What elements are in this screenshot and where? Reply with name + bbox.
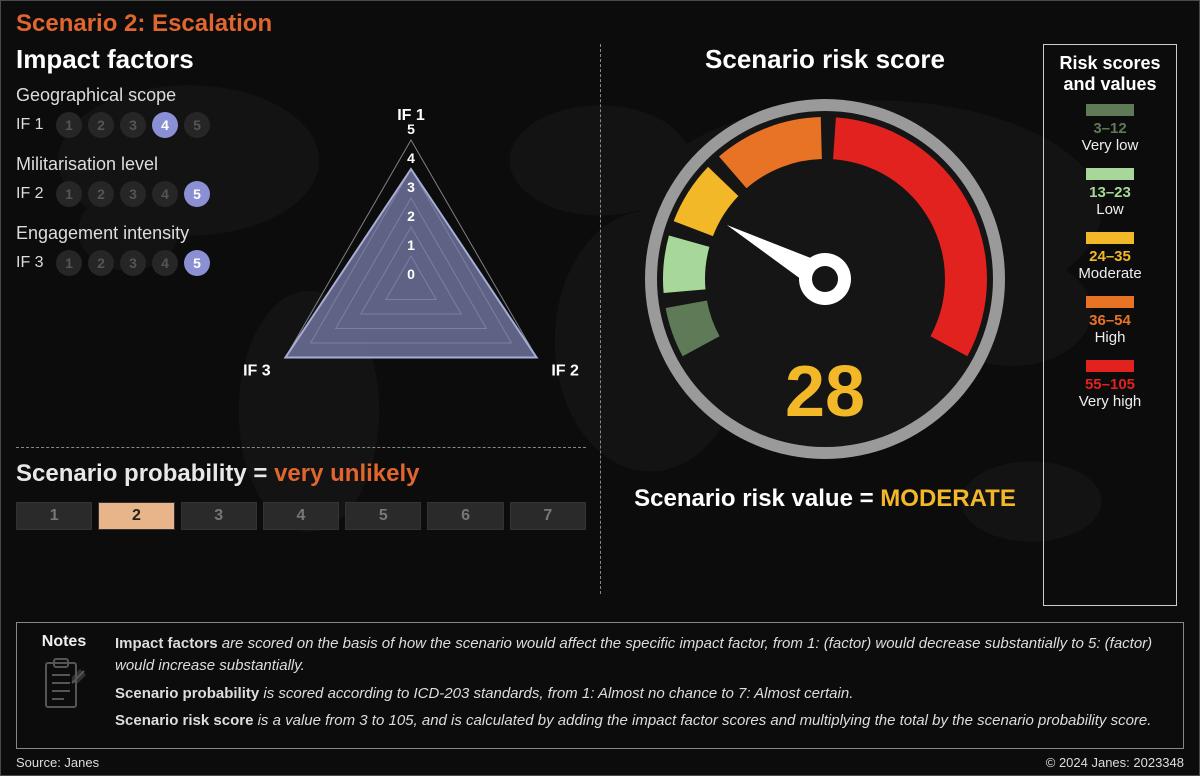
probability-cell: 6 [427, 502, 503, 530]
notes-line: Impact factors are scored on the basis o… [115, 633, 1169, 677]
svg-text:IF 3: IF 3 [243, 363, 271, 380]
impact-factor-name: Engagement intensity [16, 223, 236, 244]
legend-item: 55–105 Very high [1050, 360, 1170, 410]
copyright-text: © 2024 Janes: 2023348 [1046, 755, 1184, 770]
impact-pip: 4 [152, 181, 178, 207]
impact-factor-name: Militarisation level [16, 154, 236, 175]
probability-cell: 1 [16, 502, 92, 530]
impact-pip: 5 [184, 181, 210, 207]
impact-factor-name: Geographical scope [16, 85, 236, 106]
source-text: Source: Janes [16, 755, 99, 770]
impact-heading: Impact factors [16, 44, 586, 75]
impact-pip: 2 [88, 181, 114, 207]
impact-factor-code: IF 2 [16, 185, 50, 203]
impact-pip: 5 [184, 112, 210, 138]
impact-pip: 3 [120, 112, 146, 138]
svg-text:3: 3 [407, 179, 415, 195]
legend-title: Risk scores and values [1050, 53, 1170, 94]
impact-pip: 3 [120, 250, 146, 276]
impact-factor-code: IF 3 [16, 254, 50, 272]
notes-line: Scenario risk score is a value from 3 to… [115, 710, 1169, 732]
impact-pip: 4 [152, 112, 178, 138]
gauge-score: 28 [625, 351, 1025, 433]
risk-legend: Risk scores and values 3–12 Very low 13–… [1043, 44, 1177, 606]
impact-panel: Impact factors Geographical scopeIF 1123… [16, 44, 586, 610]
svg-text:2: 2 [407, 208, 415, 224]
probability-cell: 7 [510, 502, 586, 530]
notes-panel: Notes Impact factors are scored on the b… [16, 622, 1184, 749]
impact-pip: 3 [120, 181, 146, 207]
notes-heading: Notes [42, 633, 86, 651]
svg-text:4: 4 [407, 150, 415, 166]
probability-cell: 4 [263, 502, 339, 530]
probability-scale: 1234567 [16, 502, 586, 530]
impact-pip: 2 [88, 112, 114, 138]
impact-pip: 1 [56, 250, 82, 276]
risk-value-text: Scenario risk value = MODERATE [615, 485, 1035, 513]
scenario-title: Scenario 2: Escalation [16, 0, 1184, 44]
legend-item: 13–23 Low [1050, 168, 1170, 218]
impact-pip: 1 [56, 112, 82, 138]
svg-text:IF 1: IF 1 [397, 107, 425, 124]
impact-pip: 2 [88, 250, 114, 276]
probability-cell: 5 [345, 502, 421, 530]
svg-text:1: 1 [407, 237, 415, 253]
legend-item: 3–12 Very low [1050, 104, 1170, 154]
clipboard-icon [40, 657, 88, 713]
gauge-title: Scenario risk score [705, 44, 945, 75]
probability-cell: 2 [98, 502, 174, 530]
probability-cell: 3 [181, 502, 257, 530]
notes-line: Scenario probability is scored according… [115, 683, 1169, 705]
svg-text:0: 0 [407, 266, 415, 282]
impact-factor-code: IF 1 [16, 116, 50, 134]
legend-item: 36–54 High [1050, 296, 1170, 346]
probability-text: Scenario probability = very unlikely [16, 460, 586, 488]
impact-pip: 5 [184, 250, 210, 276]
impact-pip: 1 [56, 181, 82, 207]
svg-text:IF 2: IF 2 [551, 363, 579, 380]
impact-factor-list: Geographical scopeIF 112345Militarisatio… [16, 85, 236, 435]
legend-item: 24–35 Moderate [1050, 232, 1170, 282]
radar-chart: 012345IF 1IF 2IF 3 [236, 85, 586, 435]
impact-pip: 4 [152, 250, 178, 276]
gauge-panel: Scenario risk score 28 Scenario risk val… [615, 44, 1035, 610]
notes-body: Impact factors are scored on the basis o… [115, 633, 1169, 738]
